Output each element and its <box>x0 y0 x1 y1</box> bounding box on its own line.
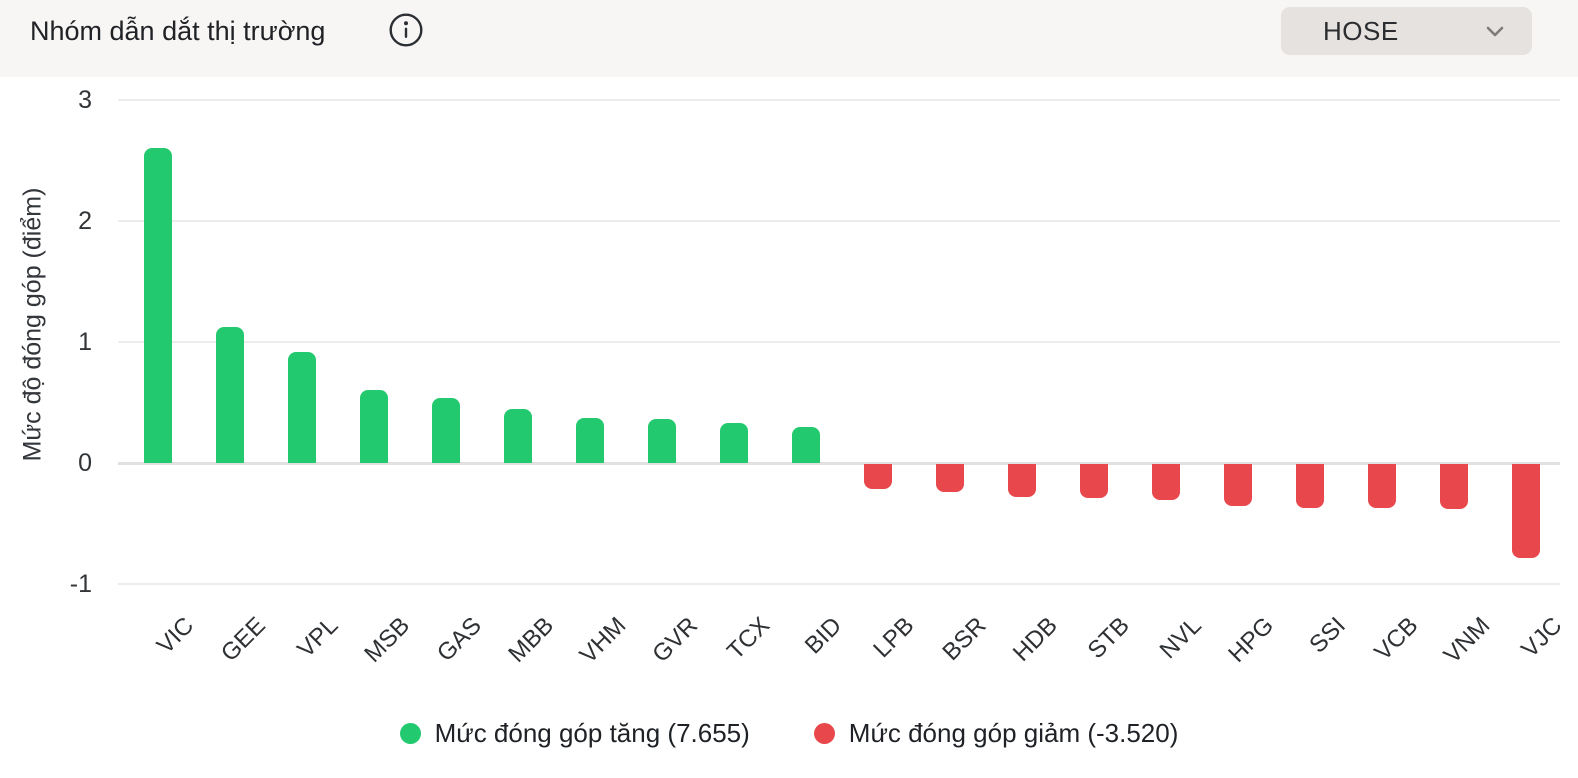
bar-GEE[interactable] <box>216 327 244 463</box>
bar-MBB[interactable] <box>504 408 532 463</box>
x-axis-label-HDB: HDB <box>1008 612 1064 667</box>
x-axis-label-SSI: SSI <box>1304 612 1352 659</box>
bar-VHM[interactable] <box>576 418 604 463</box>
x-axis-label-TCX: TCX <box>722 612 776 666</box>
x-axis-label-BID: BID <box>799 612 848 660</box>
x-axis-label-MBB: MBB <box>503 612 560 668</box>
x-axis-label-LPB: LPB <box>867 612 920 664</box>
bar-MSB[interactable] <box>360 390 388 463</box>
bar-GVR[interactable] <box>648 419 676 463</box>
exchange-dropdown-value: HOSE <box>1323 15 1399 46</box>
gridline <box>118 220 1560 222</box>
x-axis-label-VNM: VNM <box>1438 612 1496 669</box>
chart-title: Nhóm dẫn dắt thị trường <box>30 16 326 46</box>
bar-STB[interactable] <box>1080 464 1108 498</box>
legend-dot-negative <box>813 723 835 744</box>
chevron-down-icon <box>1482 18 1508 44</box>
gridline <box>118 341 1560 343</box>
x-axis-label-VCB: VCB <box>1369 612 1424 666</box>
gridline <box>118 583 1560 585</box>
x-axis-label-GAS: GAS <box>432 612 488 667</box>
legend-item-positive[interactable]: Mức đóng góp tăng (7.655) <box>399 718 750 749</box>
bar-BID[interactable] <box>792 426 820 463</box>
x-axis-label-BSR: BSR <box>937 612 992 666</box>
gridline <box>118 99 1560 101</box>
y-tick-label: 2 <box>78 207 92 235</box>
y-tick-label: 1 <box>78 328 92 356</box>
bar-SSI[interactable] <box>1296 464 1324 508</box>
x-axis-label-VHM: VHM <box>574 612 632 669</box>
x-axis-label-VJC: VJC <box>1515 612 1568 664</box>
x-axis-label-STB: STB <box>1082 612 1136 665</box>
gridline <box>118 462 1560 465</box>
info-circle-icon[interactable] <box>388 12 424 48</box>
x-axis-label-VIC: VIC <box>151 612 200 660</box>
x-axis-label-GVR: GVR <box>647 612 704 668</box>
x-axis-label-HPG: HPG <box>1223 612 1280 668</box>
bar-VJC[interactable] <box>1512 464 1540 559</box>
bar-VCB[interactable] <box>1368 464 1396 508</box>
x-axis-label-GEE: GEE <box>216 612 272 667</box>
legend-label-positive: Mức đóng góp tăng (7.655) <box>434 718 750 748</box>
bar-VIC[interactable] <box>144 148 172 463</box>
bar-HDB[interactable] <box>1008 464 1036 497</box>
bar-TCX[interactable] <box>720 423 748 463</box>
y-tick-label: -1 <box>69 570 92 598</box>
bar-VNM[interactable] <box>1440 464 1468 509</box>
bar-NVL[interactable] <box>1152 464 1180 501</box>
x-axis-label-MSB: MSB <box>359 612 416 668</box>
x-axis-label-VPL: VPL <box>291 612 344 664</box>
bar-BSR[interactable] <box>936 464 964 492</box>
legend-dot-positive <box>399 723 421 744</box>
legend-label-negative: Mức đóng góp giảm (-3.520) <box>848 718 1179 748</box>
bar-HPG[interactable] <box>1224 464 1252 507</box>
legend-item-negative[interactable]: Mức đóng góp giảm (-3.520) <box>813 718 1179 749</box>
bar-LPB[interactable] <box>864 464 892 490</box>
y-tick-label: 0 <box>78 449 92 477</box>
y-tick-label: 3 <box>78 86 92 114</box>
chart-legend: Mức đóng góp tăng (7.655) Mức đóng góp g… <box>0 718 1578 749</box>
exchange-dropdown[interactable]: HOSE <box>1281 7 1532 55</box>
panel-header: Nhóm dẫn dắt thị trường HOSE <box>0 0 1578 77</box>
bar-VPL[interactable] <box>288 351 316 463</box>
x-axis-label-NVL: NVL <box>1154 612 1208 665</box>
bar-GAS[interactable] <box>432 397 460 463</box>
